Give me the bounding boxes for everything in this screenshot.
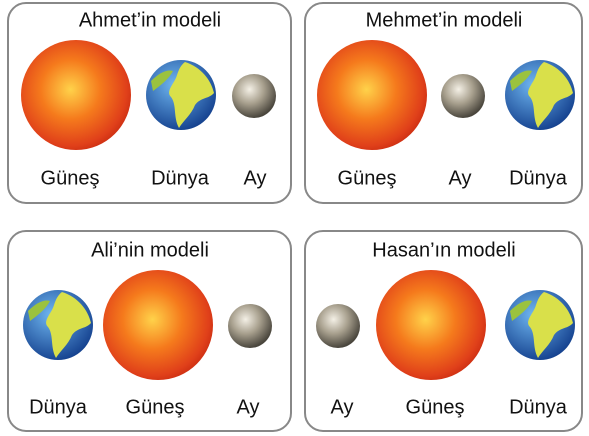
body-label: Ay xyxy=(244,167,267,189)
page: Ahmet’in modeli Güneş Dünya Ay Mehmet’in… xyxy=(0,0,589,436)
moon xyxy=(228,304,272,348)
body-label: Güneş xyxy=(406,396,465,418)
panel-title: Ali’nin modeli xyxy=(91,239,209,261)
earth xyxy=(505,60,575,130)
body-label: Ay xyxy=(449,167,472,189)
moon xyxy=(232,74,276,118)
moon xyxy=(316,304,360,348)
body-label: Güneş xyxy=(126,396,185,418)
body-label: Dünya xyxy=(509,396,568,418)
sun xyxy=(317,40,427,150)
panel: Ali’nin modeli Dünya Güneş Ay xyxy=(8,231,291,431)
panel-title: Mehmet’in modeli xyxy=(366,9,523,31)
earth xyxy=(505,290,575,360)
earth xyxy=(146,60,216,130)
sun xyxy=(103,270,213,380)
sun xyxy=(376,270,486,380)
body-label: Güneş xyxy=(338,167,397,189)
panel: Hasan’ın modeli Ay Güneş Dünya xyxy=(305,231,582,431)
panel-title: Hasan’ın modeli xyxy=(372,239,515,261)
panel: Mehmet’in modeli Güneş Ay Dünya xyxy=(305,3,582,203)
body-label: Dünya xyxy=(29,396,88,418)
sun xyxy=(21,40,131,150)
moon xyxy=(441,74,485,118)
body-label: Güneş xyxy=(41,167,100,189)
body-label: Ay xyxy=(237,396,260,418)
panel: Ahmet’in modeli Güneş Dünya Ay xyxy=(8,3,291,203)
body-label: Dünya xyxy=(509,167,568,189)
body-label: Dünya xyxy=(151,167,210,189)
earth xyxy=(23,290,93,360)
diagram: Ahmet’in modeli Güneş Dünya Ay Mehmet’in… xyxy=(0,0,589,436)
panel-title: Ahmet’in modeli xyxy=(79,9,221,31)
body-label: Ay xyxy=(331,396,354,418)
